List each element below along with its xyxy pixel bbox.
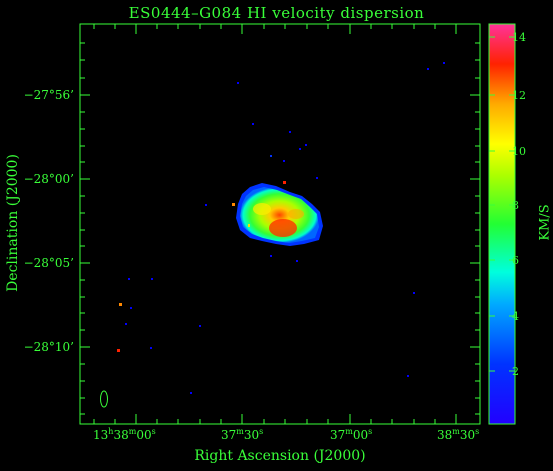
plot-frame (79, 23, 481, 425)
x-tick-marks (93, 24, 457, 424)
beam-ellipse (100, 390, 108, 408)
plot-title: ES0444–G084 HI velocity dispersion (128, 4, 425, 22)
colorbar-tick-label: 2 (512, 365, 519, 378)
y-tick-label: −28°05’ (23, 256, 74, 270)
x-axis-label: Right Ascension (J2000) (194, 448, 366, 464)
galaxy-emission (232, 181, 323, 246)
colorbar-tick-label: 12 (512, 89, 526, 102)
x-tick-label: 37m00s (330, 427, 373, 442)
colorbar-tick-marks (489, 36, 515, 372)
y-tick-marks (80, 42, 480, 415)
y-axis-label: Declination (J2000) (5, 154, 21, 292)
colorbar (488, 23, 516, 425)
colorbar-tick-label: 14 (512, 31, 526, 44)
colorbar-tick-label: 6 (512, 254, 519, 267)
colorbar-tick-label: 4 (512, 310, 519, 323)
colorbar-tick-label: 10 (512, 145, 526, 158)
x-tick-label: 13h38m00s (93, 427, 156, 442)
y-tick-label: −28°10’ (23, 340, 74, 354)
x-tick-label: 38m30s (437, 427, 480, 442)
colorbar-label: KM/S (537, 204, 553, 241)
y-tick-label: −28°00’ (23, 172, 74, 186)
y-tick-label: −27°56’ (23, 88, 74, 102)
x-tick-label: 37m30s (221, 427, 264, 442)
colorbar-tick-label: 8 (512, 199, 519, 212)
noise-pixels (117, 62, 445, 394)
